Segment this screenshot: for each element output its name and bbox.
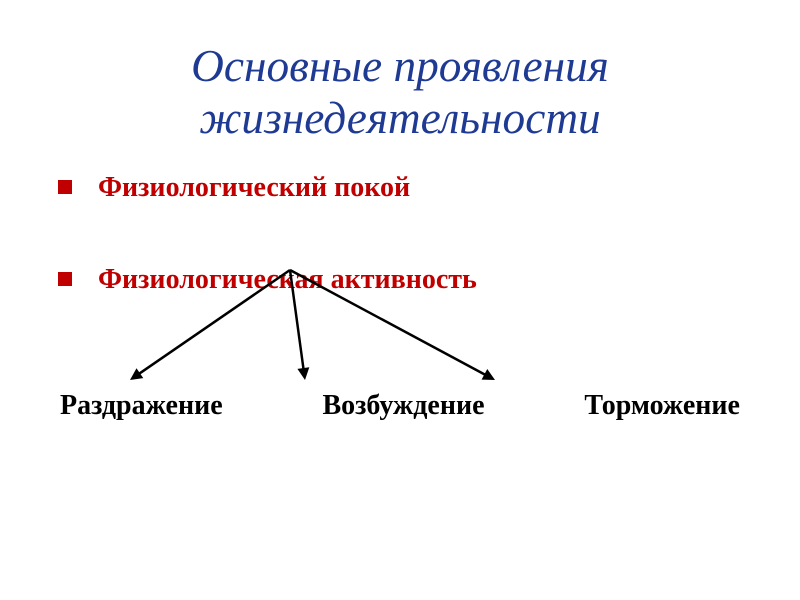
- bullet-item: Физиологический покой: [58, 172, 738, 204]
- leaf-labels: Раздражение Возбуждение Торможение: [60, 390, 740, 422]
- leaf-label: Раздражение: [60, 390, 223, 422]
- title-line-1: Основные проявления: [191, 41, 609, 91]
- bullet-list: Физиологический покой Физиологическая акт…: [58, 172, 738, 296]
- bullet-label: Физиологическая активность: [98, 264, 477, 296]
- arrow-head-icon: [130, 368, 143, 380]
- leaf-label: Возбуждение: [322, 390, 484, 422]
- bullet-label: Физиологический покой: [98, 172, 410, 204]
- bullet-marker-icon: [58, 272, 72, 286]
- bullet-item: Физиологическая активность: [58, 264, 738, 296]
- slide: Основные проявления жизнедеятельности Фи…: [0, 0, 800, 600]
- title-line-2: жизнедеятельности: [199, 93, 600, 143]
- arrow-head-icon: [297, 367, 309, 380]
- bullet-marker-icon: [58, 180, 72, 194]
- slide-title: Основные проявления жизнедеятельности: [0, 40, 800, 144]
- arrow-head-icon: [482, 369, 495, 380]
- leaf-label: Торможение: [584, 390, 740, 422]
